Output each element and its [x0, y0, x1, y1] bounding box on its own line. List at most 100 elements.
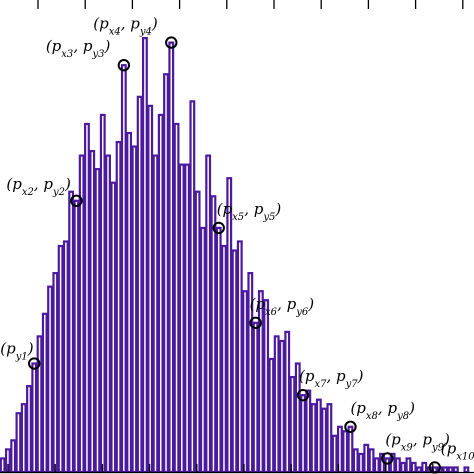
histogram-bar	[94, 168, 101, 474]
histogram-bar	[47, 285, 53, 474]
peak-marker	[212, 221, 225, 235]
histogram-bar	[205, 154, 212, 474]
histogram-bar	[157, 113, 164, 474]
peak-label: (px9, py9)	[385, 430, 450, 453]
histogram-bar	[447, 466, 454, 474]
histogram-bar	[20, 403, 27, 474]
histogram-bar	[289, 375, 296, 474]
histogram-bar	[363, 443, 370, 474]
histogram-bar	[105, 154, 111, 474]
histogram-bar	[463, 466, 470, 474]
peak-label: (px7, py7)	[299, 367, 364, 390]
histogram-bar	[273, 335, 280, 474]
histogram-bar	[358, 452, 364, 474]
peak-marker	[117, 58, 131, 72]
histogram-bar	[221, 244, 227, 474]
peak-label: (px2, py2)	[6, 175, 71, 198]
histogram-bar	[252, 321, 259, 474]
peak-marker	[428, 461, 441, 474]
histogram-bar	[268, 357, 275, 474]
histogram-bar	[68, 190, 75, 474]
histogram-bar	[73, 199, 80, 474]
histogram-bar	[452, 466, 459, 474]
histogram-bar	[10, 439, 17, 474]
peak-marker	[249, 316, 262, 330]
histogram-bar	[136, 95, 143, 474]
histogram-bar	[416, 466, 422, 474]
histogram-bar	[173, 122, 180, 474]
histogram-bar	[189, 100, 196, 474]
peak-marker	[381, 452, 394, 465]
histogram-bar	[184, 163, 191, 474]
histogram-bar	[215, 226, 222, 474]
peak-marker	[296, 388, 310, 402]
histogram-bar	[326, 403, 333, 474]
histogram-bar	[400, 461, 407, 474]
histogram-bar	[15, 412, 22, 474]
histogram-bar	[62, 240, 69, 474]
histogram-bar	[168, 41, 175, 474]
histogram-bar	[310, 403, 317, 474]
histogram-bar	[373, 457, 380, 474]
histogram-bar	[31, 362, 38, 474]
histogram-bar	[26, 385, 32, 474]
histogram-bar	[279, 339, 285, 474]
peak-marker	[28, 357, 41, 370]
histogram-bar	[147, 104, 154, 474]
histogram-bar	[236, 240, 243, 474]
histogram-bar	[41, 312, 48, 474]
histogram-bar	[300, 394, 306, 474]
histogram-bar	[342, 430, 349, 474]
histogram-bar	[368, 448, 375, 474]
peaks-group: (py1) (px2, py2) (px3, py3)(px4, py4) (px5,…	[0, 15, 474, 474]
histogram-bar	[99, 113, 106, 474]
histogram-bar	[57, 244, 64, 474]
histogram-bar	[347, 425, 354, 474]
peak-label: (px10, p	[441, 439, 474, 462]
peak-label: (px3, py3)	[46, 37, 111, 60]
peak-label: (px4, py4)	[93, 15, 158, 37]
histogram-bar	[84, 122, 90, 474]
peak-label: (px8, py8)	[350, 399, 415, 422]
peak-label: (py1)	[0, 340, 33, 363]
peak-marker	[70, 194, 83, 208]
histogram-bar	[178, 163, 185, 474]
histogram-bar	[405, 457, 412, 474]
histogram-bar	[331, 434, 338, 474]
histogram-bar	[431, 466, 438, 474]
peak-marker	[344, 420, 357, 433]
histogram-bar	[89, 149, 96, 474]
histogram-bar	[131, 145, 138, 474]
histogram-bar	[141, 36, 148, 474]
histogram-bar	[242, 290, 248, 474]
histogram-bar	[442, 466, 449, 474]
histogram-bar	[210, 195, 217, 474]
histogram-bar	[231, 249, 238, 474]
histogram-bar	[0, 457, 6, 474]
histogram-bar	[52, 272, 59, 474]
peak-label: (px5, py5)	[217, 200, 282, 223]
histogram-bar	[284, 330, 291, 474]
histogram-bar	[421, 461, 428, 474]
histogram-bar	[36, 335, 43, 474]
peak-marker	[165, 36, 178, 49]
histogram-bar	[394, 457, 401, 474]
bars-group	[0, 36, 470, 474]
histogram-bar	[199, 226, 206, 474]
histogram-bar	[315, 398, 322, 474]
histogram-bar	[263, 299, 270, 474]
histogram-bar	[163, 73, 169, 474]
histogram-bar	[321, 407, 328, 474]
histogram-bar	[152, 154, 159, 474]
histogram-bar	[194, 190, 201, 474]
histogram-bar	[352, 448, 359, 474]
peak-label: (px6, py6)	[250, 295, 315, 318]
histogram-bar	[410, 461, 417, 474]
histogram-bar	[226, 177, 233, 474]
histogram-bar	[110, 181, 117, 474]
histogram-bar	[115, 140, 122, 474]
histogram-bar	[305, 389, 312, 474]
histogram-bar	[120, 64, 127, 474]
